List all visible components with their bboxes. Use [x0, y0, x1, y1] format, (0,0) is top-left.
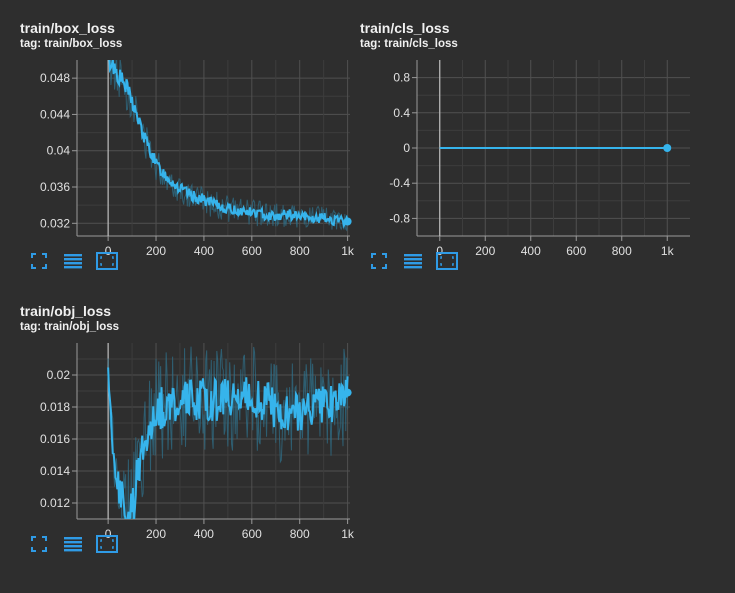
x-tick-label: 200: [146, 244, 166, 258]
chart-title: train/box_loss: [20, 20, 115, 36]
chart-card-cls-loss: train/cls_loss tag: train/cls_loss -0.8-…: [360, 20, 700, 310]
chart-card-obj-loss: train/obj_loss tag: train/obj_loss 0.012…: [20, 303, 360, 593]
x-tick-label: 800: [290, 527, 310, 541]
y-tick-label: 0.8: [393, 71, 410, 85]
data-table-icon: [64, 254, 82, 269]
data-table-icon: [404, 254, 422, 269]
x-tick-label: 1k: [341, 244, 355, 258]
y-tick-label: -0.4: [389, 176, 410, 190]
fullscreen-button[interactable]: [28, 534, 50, 554]
y-tick-label: 0.4: [393, 106, 410, 120]
y-tick-label: 0.014: [40, 464, 70, 478]
x-tick-label: 800: [290, 244, 310, 258]
fullscreen-icon: [31, 253, 47, 269]
smoothed-series-line: [107, 367, 349, 519]
last-point-marker: [343, 217, 352, 226]
x-tick-label: 200: [475, 244, 495, 258]
chart-tag: tag: train/obj_loss: [20, 321, 120, 333]
x-tick-label: 400: [194, 244, 214, 258]
y-tick-label: 0.04: [47, 144, 71, 158]
x-tick-label: 600: [566, 244, 586, 258]
fit-domain-icon: [436, 252, 458, 270]
fullscreen-button[interactable]: [368, 251, 390, 271]
x-tick-label: 1k: [341, 527, 355, 541]
x-tick-label: 1k: [661, 244, 675, 258]
x-tick-label: 0: [105, 244, 112, 258]
y-tick-label: 0.044: [40, 107, 70, 121]
fullscreen-button[interactable]: [28, 251, 50, 271]
x-tick-label: 600: [242, 244, 262, 258]
x-tick-label: 400: [194, 527, 214, 541]
y-tick-label: 0.018: [40, 400, 70, 414]
chart-title: train/obj_loss: [20, 303, 112, 319]
raw-series-line: [109, 60, 349, 232]
chart-toolbar: [28, 534, 118, 554]
fullscreen-icon: [371, 253, 387, 269]
last-point-marker: [343, 388, 352, 397]
fit-domain-button[interactable]: [96, 534, 118, 554]
chart-toolbar: [28, 251, 118, 271]
x-tick-label: 600: [242, 527, 262, 541]
data-table-button[interactable]: [402, 251, 424, 271]
chart-toolbar: [368, 251, 458, 271]
line-chart-cls-loss[interactable]: -0.8 -0.4 0 0.4 0.8 0 200 400 600 800 1k: [360, 58, 700, 280]
chart-card-box-loss: train/box_loss tag: train/box_loss 0.032…: [20, 20, 360, 310]
data-table-button[interactable]: [62, 534, 84, 554]
x-tick-label: 0: [105, 527, 112, 541]
x-tick-label: 0: [436, 244, 443, 258]
y-tick-label: -0.8: [389, 211, 410, 225]
y-tick-label: 0.048: [40, 71, 70, 85]
y-tick-label: 0.032: [40, 216, 70, 230]
last-point-marker: [663, 144, 672, 152]
line-chart-box-loss[interactable]: 0.032 0.036 0.04 0.044 0.048 0 200 400 600 800 1k: [20, 58, 360, 280]
fit-domain-button[interactable]: [96, 251, 118, 271]
fit-domain-icon: [96, 535, 118, 553]
y-tick-label: 0.036: [40, 180, 70, 194]
series-group: [107, 346, 349, 519]
smoothed-series-line: [108, 60, 349, 229]
x-tick-label: 200: [146, 527, 166, 541]
fit-domain-button[interactable]: [436, 251, 458, 271]
fullscreen-icon: [31, 536, 47, 552]
series-group: [108, 60, 349, 232]
data-table-icon: [64, 537, 82, 552]
line-chart-obj-loss[interactable]: 0.012 0.014 0.016 0.018 0.02 0 200 400 600 800 1k: [20, 341, 360, 563]
fit-domain-icon: [96, 252, 118, 270]
chart-tag: tag: train/box_loss: [20, 38, 123, 50]
y-tick-label: 0.016: [40, 432, 70, 446]
chart-tag: tag: train/cls_loss: [360, 38, 458, 50]
y-tick-label: 0: [403, 141, 410, 155]
y-tick-label: 0.012: [40, 496, 70, 510]
data-table-button[interactable]: [62, 251, 84, 271]
y-tick-label: 0.02: [47, 368, 71, 382]
x-tick-label: 800: [612, 244, 632, 258]
chart-title: train/cls_loss: [360, 20, 450, 36]
x-tick-label: 400: [521, 244, 541, 258]
